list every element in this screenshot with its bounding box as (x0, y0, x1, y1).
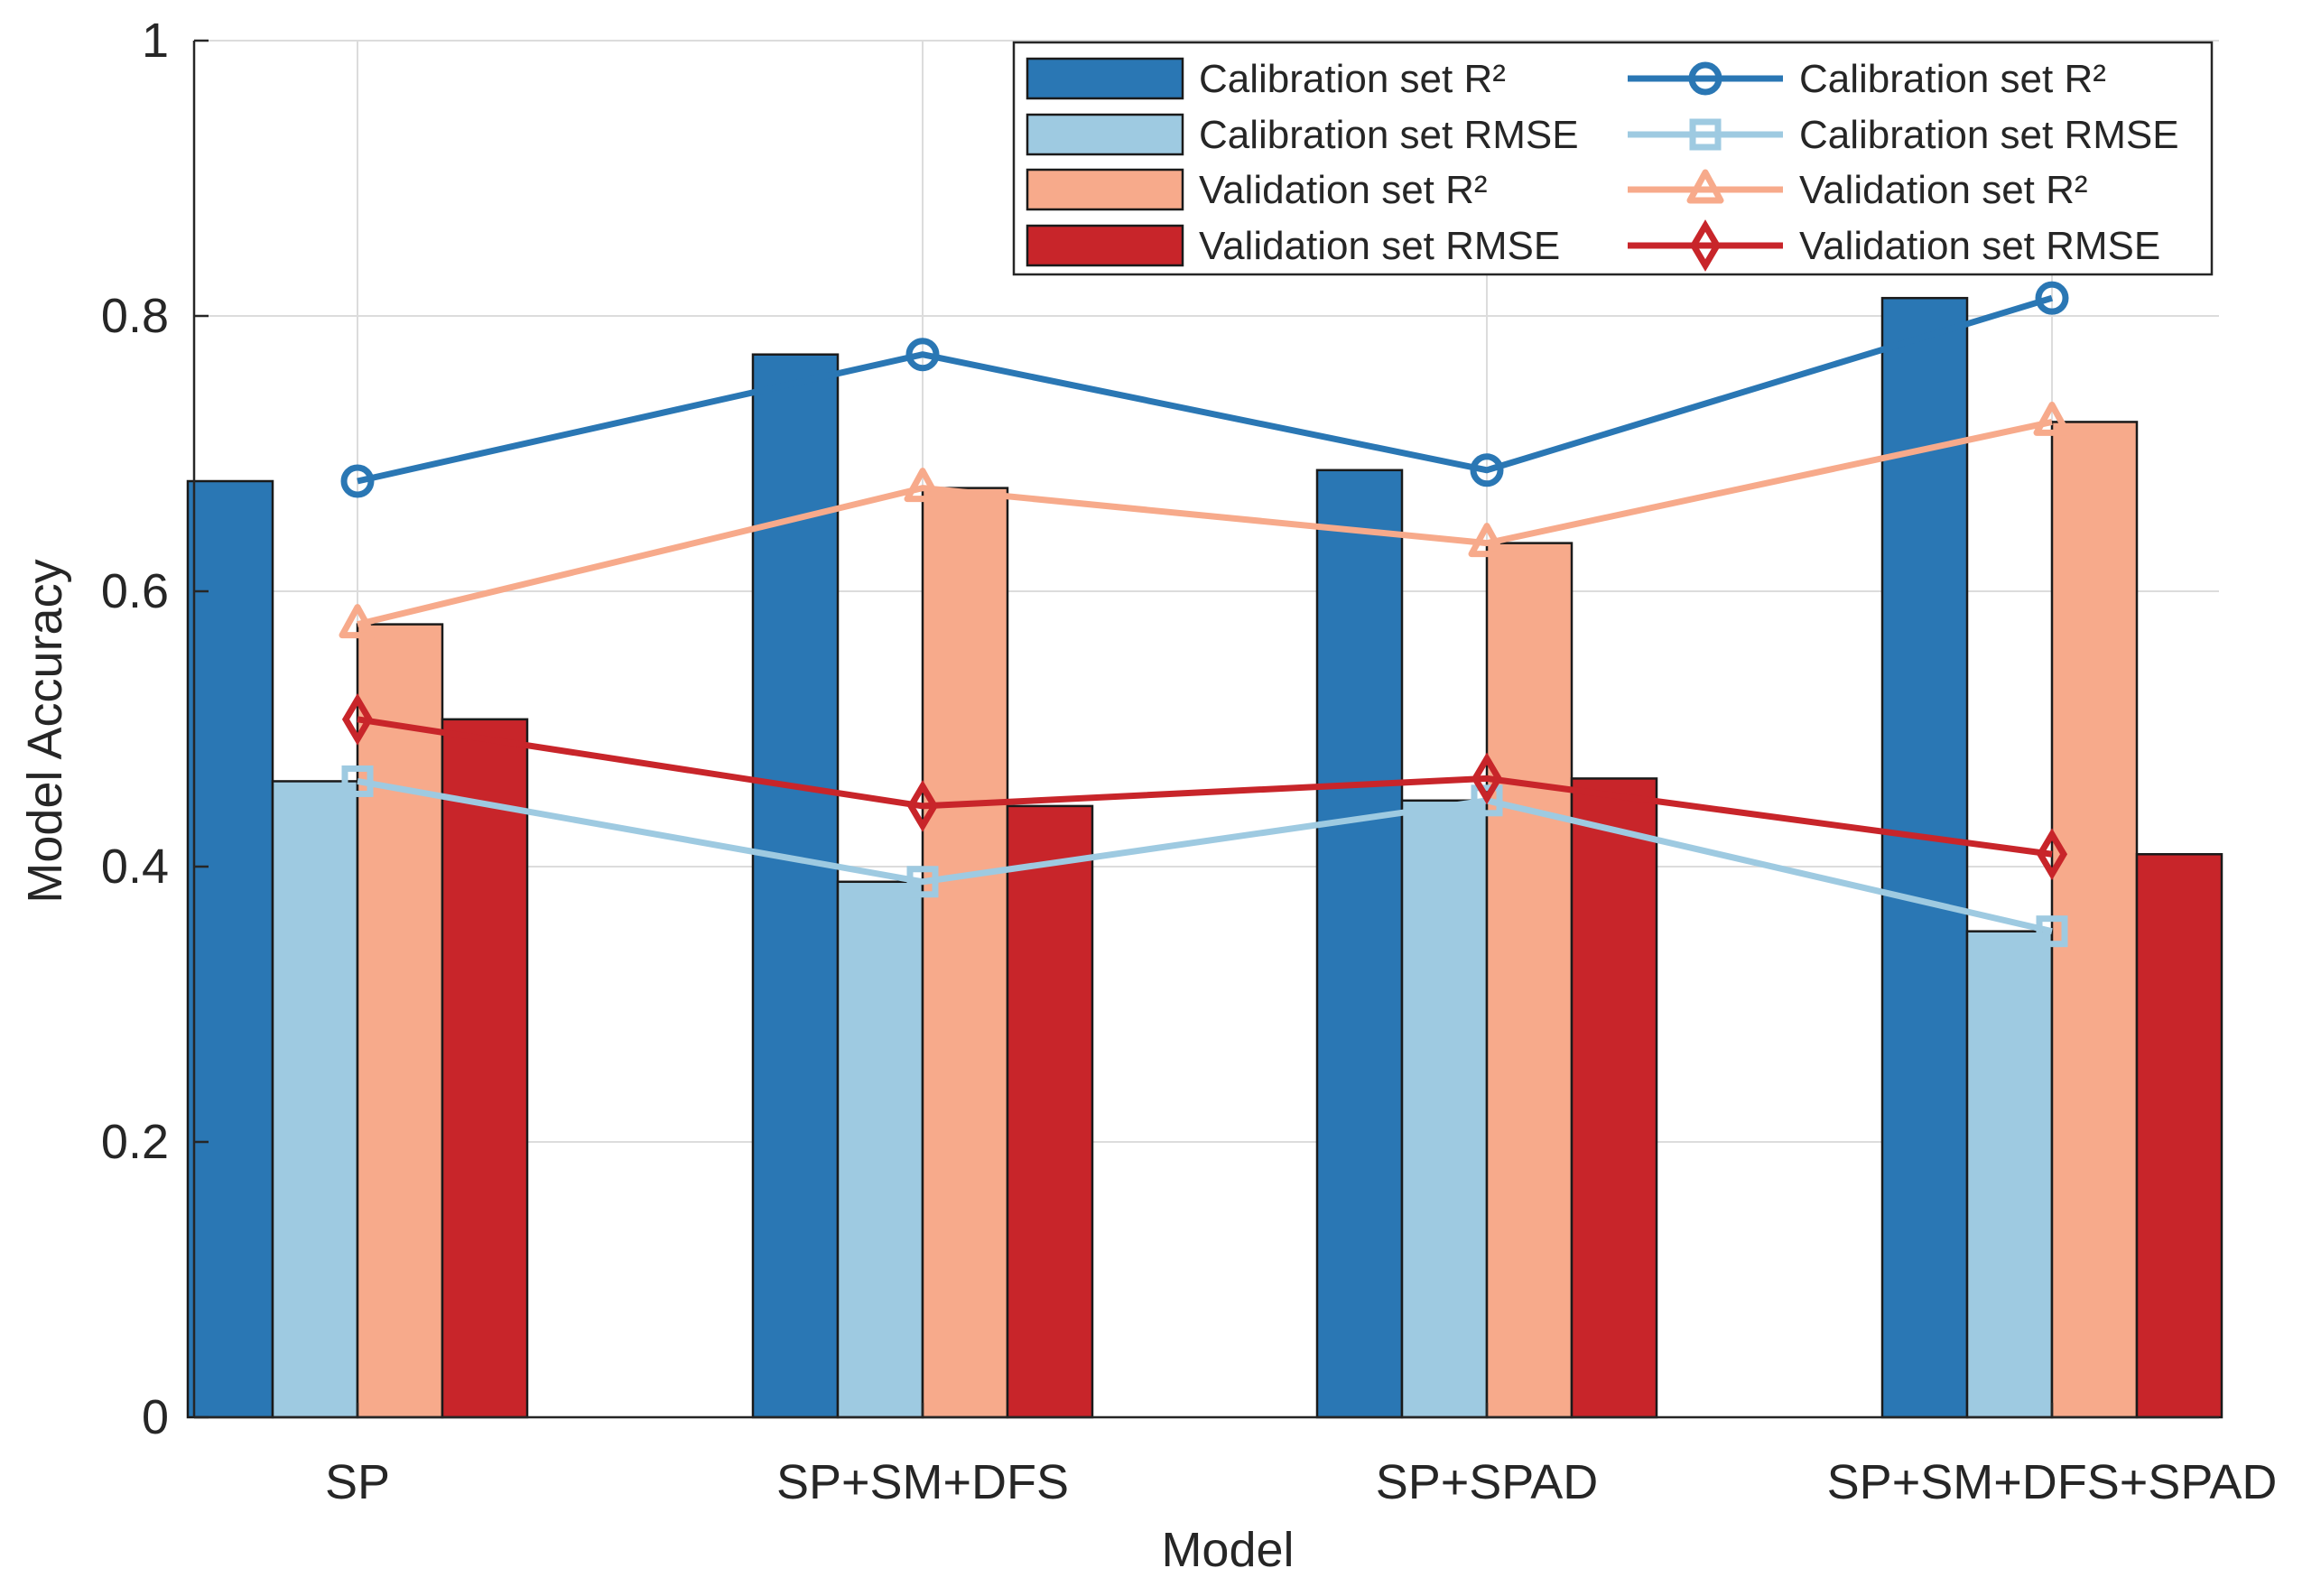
line-series-2 (357, 778, 2053, 935)
legend-line-label-4: Validation set RMSE (1799, 224, 2160, 268)
legend-bar-label-4: Validation set RMSE (1199, 224, 1560, 268)
x-tick-label: SP+SM+DFS+SPAD (1827, 1455, 2278, 1509)
legend-line-label-2: Calibration set RMSE (1799, 113, 2179, 157)
legend-line-marker-4 (1689, 219, 1722, 272)
line-marker-3-3 (1468, 523, 1506, 558)
legend-line-marker-3 (1686, 169, 1724, 204)
line-marker-2-1 (341, 765, 374, 797)
y-tick-label: 0.2 (101, 1115, 169, 1169)
bar-4-3 (1570, 777, 1658, 1419)
legend-bar-label-3: Validation set R² (1199, 168, 1488, 212)
line-marker-3-4 (2033, 401, 2071, 436)
y-tick-label: 0 (142, 1390, 169, 1444)
legend-bar-label-1: Calibration set R² (1199, 57, 1506, 101)
y-axis-label: Model Accuracy (18, 559, 72, 903)
legend-bar-swatch-2 (1026, 113, 1184, 156)
line-marker-4-3 (1471, 752, 1503, 805)
line-marker-2-4 (2036, 915, 2068, 948)
bar-4-4 (2135, 853, 2224, 1419)
line-marker-3-2 (904, 468, 942, 503)
legend: Calibration set R² Calibration set RMSE Va… (1012, 41, 2214, 276)
bar-2-4 (1965, 930, 2054, 1419)
line-marker-1-4 (2035, 281, 2069, 315)
line-marker-3-1 (339, 604, 376, 639)
line-marker-1-1 (340, 464, 375, 498)
legend-line-label-3: Validation set R² (1799, 168, 2088, 212)
line-series-3 (357, 419, 2053, 628)
y-tick-label: 0.6 (101, 564, 169, 618)
line-marker-2-3 (1471, 784, 1503, 817)
bar-2-1 (271, 780, 359, 1419)
bar-1-3 (1315, 469, 1404, 1419)
bar-3-2 (921, 487, 1009, 1419)
x-tick-label: SP+SPAD (1376, 1455, 1599, 1509)
x-tick-label: SP (325, 1455, 390, 1509)
line-series-1 (357, 294, 2054, 485)
y-tick-label: 0.8 (101, 289, 169, 343)
line-marker-1-2 (905, 338, 940, 372)
bar-4-1 (441, 718, 529, 1419)
lines-layer (339, 281, 2071, 948)
legend-line-label-1: Calibration set R² (1799, 57, 2106, 101)
line-series-4 (357, 716, 2053, 858)
legend-box (1012, 41, 2214, 276)
bar-2-3 (1400, 799, 1489, 1419)
bar-3-3 (1485, 542, 1574, 1419)
ticks-layer: 0 0.2 0.4 0.6 0.8 1 SP SP+SM+DFS SP+SPAD SP+SM+DF… (101, 14, 2277, 1509)
bar-2-2 (836, 880, 924, 1419)
legend-bar-swatch-4 (1026, 224, 1184, 267)
legend-line-marker-1 (1688, 61, 1722, 96)
legend-bar-label-2: Calibration set RMSE (1199, 113, 1579, 157)
legend-bar-swatch-1 (1026, 57, 1184, 100)
legend-bar-swatch-3 (1026, 168, 1184, 211)
bar-1-4 (1880, 296, 1969, 1419)
bar-1-1 (186, 479, 274, 1419)
bar-4-2 (1006, 804, 1094, 1419)
line-marker-1-3 (1470, 453, 1504, 487)
x-tick-label: SP+SM+DFS (776, 1455, 1069, 1509)
x-axis-label: Model (1161, 1523, 1294, 1577)
legend-line-marker-2 (1689, 118, 1722, 151)
bars-layer (186, 296, 2224, 1419)
line-marker-2-2 (906, 866, 939, 898)
y-tick-label: 0.4 (101, 840, 169, 894)
line-marker-4-2 (906, 780, 939, 832)
line-marker-4-1 (341, 692, 374, 746)
axes-layer (192, 41, 2219, 1419)
line-marker-4-4 (2036, 828, 2068, 881)
bar-3-1 (356, 623, 444, 1419)
y-tick-label: 1 (142, 14, 169, 68)
